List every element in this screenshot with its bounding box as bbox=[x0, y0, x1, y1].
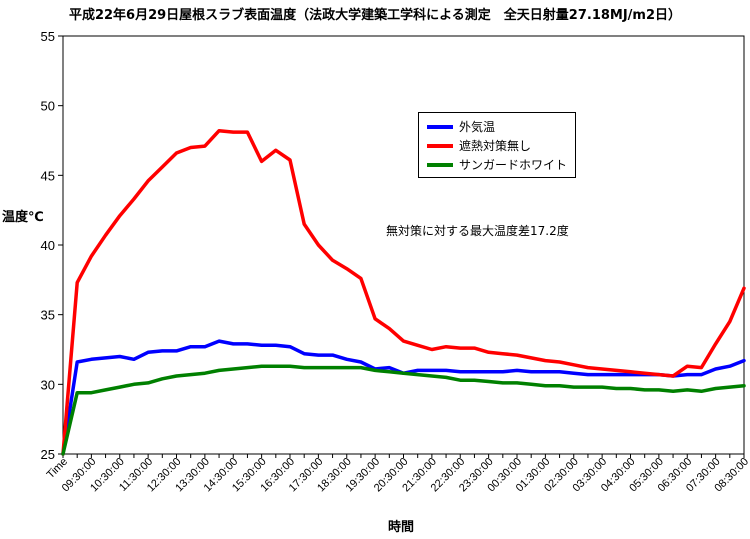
series-line-1 bbox=[61, 128, 746, 456]
y-tick-label: 45 bbox=[41, 168, 55, 183]
legend-label-sunguard-white: サンガードホワイト bbox=[459, 158, 568, 172]
chart-title: 平成22年6月29日屋根スラブ表面温度（法政大学建築工学科による測定 全天日射量… bbox=[68, 8, 682, 23]
y-tick-label: 40 bbox=[41, 238, 55, 253]
legend-item-sunguard-white: サンガードホワイト bbox=[419, 155, 575, 174]
series-line-0 bbox=[61, 339, 746, 456]
legend-item-outdoor-temp: 外気温 bbox=[419, 117, 575, 136]
ticks: 25303540455055Time09:30:0010:30:0011:30:… bbox=[41, 29, 750, 494]
x-axis-label: 時間 bbox=[388, 520, 415, 535]
legend-swatch-no-insulation bbox=[427, 143, 453, 148]
legend-label-no-insulation: 遮熱対策無し bbox=[459, 139, 532, 153]
legend: 外気温 遮熱対策無し サンガードホワイト bbox=[418, 112, 576, 178]
y-tick-label: 50 bbox=[41, 99, 55, 114]
y-axis-label: 温度℃ bbox=[2, 210, 44, 225]
legend-label-outdoor-temp: 外気温 bbox=[459, 120, 496, 134]
series-line-2 bbox=[61, 364, 746, 456]
legend-item-no-insulation: 遮熱対策無し bbox=[419, 136, 575, 155]
y-tick-label: 35 bbox=[41, 308, 55, 323]
chart-annotation: 無対策に対する最大温度差17.2度 bbox=[386, 224, 569, 238]
legend-swatch-outdoor-temp bbox=[427, 124, 453, 129]
y-tick-label: 55 bbox=[41, 29, 55, 44]
legend-swatch-sunguard-white bbox=[427, 162, 453, 167]
y-tick-label: 30 bbox=[41, 377, 55, 392]
y-tick-label: 25 bbox=[41, 447, 55, 462]
series-lines bbox=[61, 128, 746, 456]
